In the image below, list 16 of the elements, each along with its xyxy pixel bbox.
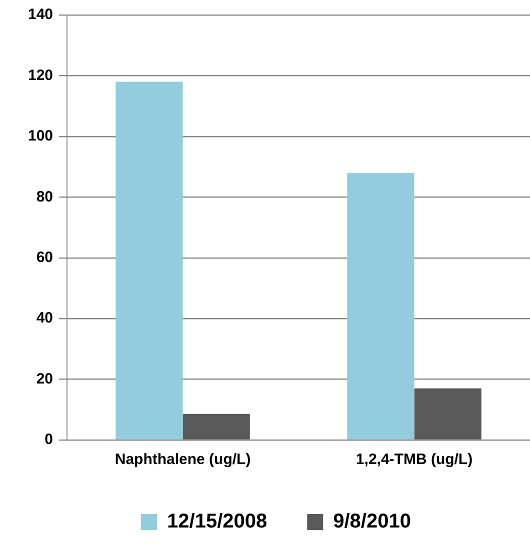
bar [347, 172, 414, 440]
bar [414, 388, 482, 440]
y-tick-label: 0 [44, 431, 54, 448]
y-tick-label: 80 [36, 188, 54, 206]
y-tick-label: 140 [28, 6, 54, 24]
y-tick-label: 20 [36, 370, 54, 388]
y-tick-label: 60 [36, 249, 54, 266]
bar [116, 82, 183, 440]
y-tick-label: 40 [36, 310, 54, 327]
x-tick-label: Naphthalene (ug/L) [114, 451, 251, 468]
y-tick-label: 120 [28, 66, 54, 84]
y-tick-label: 100 [28, 128, 54, 145]
bar [182, 414, 250, 440]
x-tick-label: 1,2,4-TMB (ug/L) [356, 451, 473, 468]
legend-label: 9/8/2010 [333, 510, 411, 533]
legend-label: 12/15/2008 [167, 510, 268, 533]
